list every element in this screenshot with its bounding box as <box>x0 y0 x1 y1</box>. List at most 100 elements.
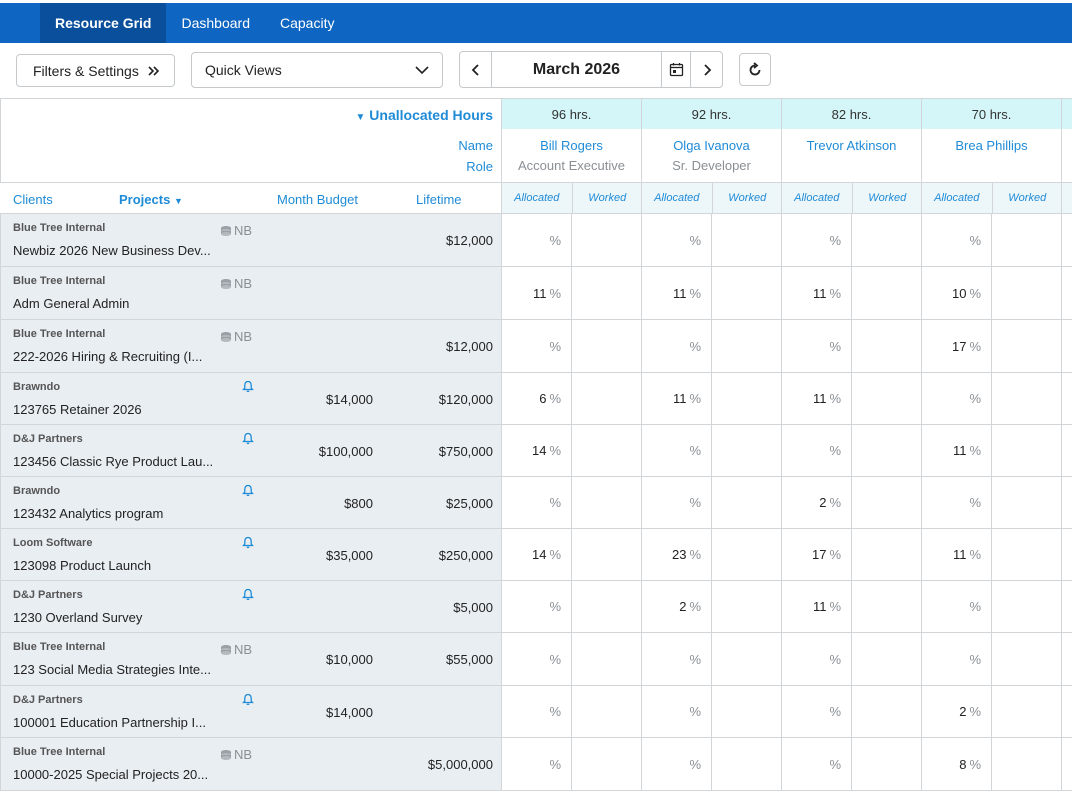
worked-cell[interactable] <box>711 686 781 737</box>
project-name[interactable]: 10000-2025 Special Projects 20... <box>13 767 209 782</box>
allocated-cell[interactable]: 11% <box>641 373 711 424</box>
bell-icon[interactable] <box>242 536 254 554</box>
allocated-cell[interactable]: % <box>921 373 991 424</box>
next-person-cell[interactable] <box>1061 425 1072 476</box>
worked-cell[interactable] <box>571 581 641 632</box>
allocated-cell[interactable]: 11% <box>781 373 851 424</box>
worked-cell[interactable] <box>711 633 781 685</box>
bell-icon[interactable] <box>242 484 254 502</box>
worked-cell[interactable] <box>991 373 1061 424</box>
allocated-cell[interactable]: % <box>641 425 711 476</box>
allocated-cell[interactable]: 11% <box>921 529 991 580</box>
allocated-cell[interactable]: 11% <box>781 267 851 319</box>
next-month-button[interactable] <box>691 52 722 87</box>
worked-cell[interactable] <box>711 529 781 580</box>
allocated-cell[interactable]: 11% <box>501 267 571 319</box>
worked-cell[interactable] <box>571 320 641 372</box>
worked-cell[interactable] <box>991 529 1061 580</box>
allocated-cell[interactable]: % <box>781 425 851 476</box>
allocated-cell[interactable]: 2% <box>641 581 711 632</box>
next-person-cell[interactable] <box>1061 373 1072 424</box>
calendar-button[interactable] <box>662 52 691 87</box>
client-name[interactable]: Loom Software <box>13 537 93 549</box>
project-name[interactable]: Newbiz 2026 New Business Dev... <box>13 243 211 258</box>
worked-cell[interactable] <box>851 686 921 737</box>
allocated-cell[interactable]: 10% <box>921 267 991 319</box>
next-person-cell[interactable] <box>1061 738 1072 790</box>
project-name[interactable]: 1230 Overland Survey <box>13 610 143 625</box>
worked-cell[interactable] <box>711 267 781 319</box>
allocated-cell[interactable]: % <box>641 686 711 737</box>
allocated-cell[interactable]: 23% <box>641 529 711 580</box>
allocated-cell[interactable]: % <box>501 686 571 737</box>
next-person-cell[interactable] <box>1061 214 1072 266</box>
worked-cell[interactable] <box>851 477 921 528</box>
worked-cell[interactable] <box>571 477 641 528</box>
next-person-cell[interactable] <box>1061 529 1072 580</box>
allocated-cell[interactable]: % <box>501 477 571 528</box>
filters-settings-button[interactable]: Filters & Settings <box>16 54 175 87</box>
allocated-cell[interactable]: % <box>641 320 711 372</box>
allocated-cell[interactable]: % <box>921 477 991 528</box>
worked-cell[interactable] <box>851 320 921 372</box>
worked-cell[interactable] <box>571 633 641 685</box>
next-person-cell[interactable] <box>1061 633 1072 685</box>
project-name[interactable]: 123 Social Media Strategies Inte... <box>13 662 212 677</box>
allocated-cell[interactable]: % <box>501 320 571 372</box>
worked-cell[interactable] <box>711 373 781 424</box>
allocated-cell[interactable]: % <box>781 738 851 790</box>
allocated-subheader[interactable]: Allocated <box>794 192 840 204</box>
client-name[interactable]: D&J Partners <box>13 694 83 706</box>
allocated-subheader[interactable]: Allocated <box>654 192 700 204</box>
worked-cell[interactable] <box>571 738 641 790</box>
allocated-cell[interactable]: % <box>641 214 711 266</box>
worked-cell[interactable] <box>991 267 1061 319</box>
allocated-cell[interactable]: 11% <box>921 425 991 476</box>
worked-cell[interactable] <box>851 529 921 580</box>
allocated-cell[interactable]: % <box>501 581 571 632</box>
allocated-cell[interactable]: % <box>641 477 711 528</box>
prev-month-button[interactable] <box>460 52 491 87</box>
worked-subheader[interactable]: Worked <box>571 183 643 213</box>
worked-cell[interactable] <box>851 738 921 790</box>
worked-cell[interactable] <box>851 425 921 476</box>
worked-cell[interactable] <box>851 214 921 266</box>
allocated-cell[interactable]: 17% <box>781 529 851 580</box>
allocated-cell[interactable]: % <box>501 738 571 790</box>
worked-cell[interactable] <box>711 425 781 476</box>
person-name-link[interactable]: Olga Ivanova <box>673 138 750 153</box>
client-name[interactable]: Blue Tree Internal <box>13 328 106 340</box>
worked-subheader[interactable]: Worked <box>711 183 783 213</box>
worked-subheader[interactable]: Worked <box>991 183 1063 213</box>
clients-column-header[interactable]: Clients <box>13 192 53 207</box>
project-name[interactable]: 222-2026 Hiring & Recruiting (I... <box>13 349 203 364</box>
project-name[interactable]: 123765 Retainer 2026 <box>13 402 142 417</box>
person-name-link[interactable]: Bill Rogers <box>540 138 603 153</box>
allocated-cell[interactable]: % <box>921 633 991 685</box>
worked-cell[interactable] <box>991 320 1061 372</box>
client-name[interactable]: Brawndo <box>13 381 61 393</box>
allocated-cell[interactable]: % <box>781 320 851 372</box>
worked-cell[interactable] <box>991 633 1061 685</box>
allocated-cell[interactable]: % <box>921 581 991 632</box>
tab-resource-grid[interactable]: Resource Grid <box>40 3 167 43</box>
allocated-cell[interactable]: 17% <box>921 320 991 372</box>
worked-cell[interactable] <box>851 373 921 424</box>
bell-icon[interactable] <box>242 693 254 711</box>
project-name[interactable]: Adm General Admin <box>13 296 130 311</box>
allocated-cell[interactable]: 11% <box>781 581 851 632</box>
person-name-link[interactable]: Brea Phillips <box>955 138 1028 153</box>
worked-cell[interactable] <box>711 214 781 266</box>
worked-cell[interactable] <box>711 581 781 632</box>
allocated-cell[interactable]: % <box>781 214 851 266</box>
worked-cell[interactable] <box>851 633 921 685</box>
project-name[interactable]: 123098 Product Launch <box>13 558 152 573</box>
worked-cell[interactable] <box>571 686 641 737</box>
tab-dashboard[interactable]: Dashboard <box>181 15 250 31</box>
person-name-link[interactable]: Trevor Atkinson <box>806 138 897 153</box>
next-person-cell[interactable] <box>1061 581 1072 632</box>
worked-cell[interactable] <box>851 581 921 632</box>
worked-cell[interactable] <box>711 738 781 790</box>
worked-cell[interactable] <box>571 267 641 319</box>
allocated-cell[interactable]: % <box>781 686 851 737</box>
